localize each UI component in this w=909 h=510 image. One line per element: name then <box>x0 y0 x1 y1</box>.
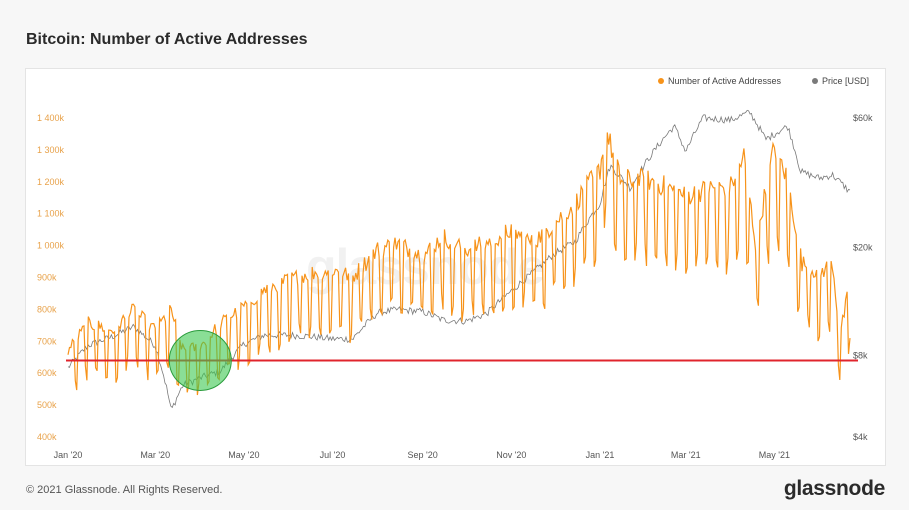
legend-dot-active-addresses <box>658 78 664 84</box>
y-tick-left: 1 200k <box>37 177 65 187</box>
y-tick-left: 700k <box>37 336 57 346</box>
legend-label-active-addresses: Number of Active Addresses <box>668 76 782 86</box>
x-tick: May '21 <box>759 450 790 460</box>
x-tick: Mar '21 <box>671 450 701 460</box>
y-tick-left: 1 400k <box>37 113 65 123</box>
y-tick-left: 1 100k <box>37 209 65 219</box>
x-tick: Jan '20 <box>54 450 83 460</box>
brand-logo: glassnode <box>783 477 885 500</box>
y-tick-left: 900k <box>37 273 57 283</box>
y-tick-right: $4k <box>853 432 868 442</box>
highlight-circle <box>168 329 232 391</box>
y-tick-left: 1 000k <box>37 241 65 251</box>
legend-item-price[interactable]: Price [USD] <box>812 76 869 86</box>
legend-label-price: Price [USD] <box>822 76 870 86</box>
y-tick-right: $60k <box>853 113 873 123</box>
chart-panel <box>25 68 886 466</box>
y-tick-left: 800k <box>37 304 57 314</box>
x-tick: Jul '20 <box>320 450 346 460</box>
y-tick-left: 500k <box>37 400 57 410</box>
x-tick: Jan '21 <box>586 450 615 460</box>
y-tick-left: 600k <box>37 368 57 378</box>
copyright-text: © 2021 Glassnode. All Rights Reserved. <box>26 484 223 496</box>
x-tick: May '20 <box>228 450 259 460</box>
y-tick-right: $20k <box>853 242 873 252</box>
x-tick: Nov '20 <box>496 450 526 460</box>
y-tick-right: $8k <box>853 350 868 360</box>
legend-dot-price <box>812 78 818 84</box>
x-tick: Mar '20 <box>140 450 170 460</box>
legend-item-active-addresses[interactable]: Number of Active Addresses <box>658 76 781 86</box>
x-tick: Sep '20 <box>408 450 438 460</box>
y-tick-left: 1 300k <box>37 145 65 155</box>
y-tick-left: 400k <box>37 432 57 442</box>
chart-title: Bitcoin: Number of Active Addresses <box>26 31 308 48</box>
